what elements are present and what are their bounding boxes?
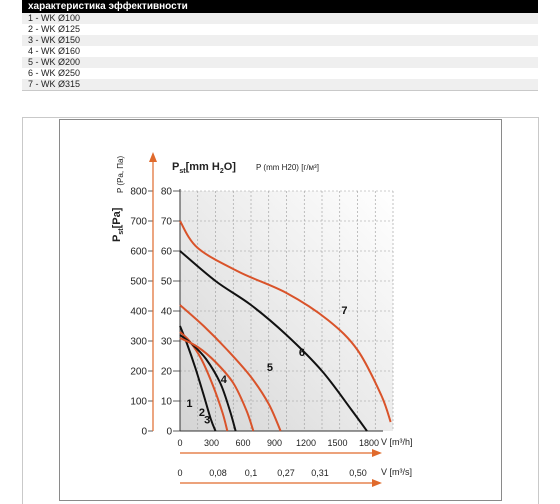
y-right-tick-label: 50 — [161, 277, 173, 288]
y-left-tick-label: 700 — [130, 217, 147, 228]
x2-tick-label: 0,27 — [277, 468, 295, 478]
y-right-tick-label: 10 — [161, 397, 173, 408]
left-axis-label-main: P — [111, 235, 123, 242]
spec-row: 7 - WK Ø315 — [22, 79, 538, 90]
y-left-tick-label: 400 — [130, 307, 147, 318]
x1-tick-label: 300 — [204, 438, 219, 448]
curve-label: 5 — [267, 362, 273, 374]
y-right-tick-label: 30 — [161, 337, 173, 348]
y-left-tick-label: 600 — [130, 247, 147, 258]
y-left-tick-label: 300 — [130, 337, 147, 348]
right-top-axis-label: P (mm H20) [г/м³] — [256, 163, 319, 172]
right-axis-label-sub: st — [179, 168, 186, 175]
x1-tick-label: 600 — [235, 438, 250, 448]
frame-right-border — [538, 117, 539, 504]
x1-tick-label: 1500 — [327, 438, 347, 448]
curve-label: 2 — [199, 407, 205, 419]
frame-top-border — [22, 117, 539, 118]
series-curve-5 — [179, 304, 282, 432]
series-curve-1 — [179, 325, 217, 432]
y-right-tick-label: 60 — [161, 247, 173, 258]
x1-tick-label: 1200 — [296, 438, 316, 448]
right-axis-label-tail: O] — [224, 161, 237, 173]
right-axis-label-main: P — [172, 161, 179, 173]
spec-list: 1 - WK Ø100 2 - WK Ø125 3 - WK Ø150 4 - WK … — [22, 13, 538, 90]
y-right-tick-label: 80 — [161, 187, 173, 198]
y-left-tick-label: 200 — [130, 367, 147, 378]
x2-tick-label: 0,08 — [209, 468, 227, 478]
x2-tick-label: 0 — [177, 468, 182, 478]
series-curve-6 — [179, 250, 368, 432]
y-left-tick-label: 0 — [141, 427, 147, 438]
right-axis-label: Pst[mm H2O] — [172, 161, 236, 175]
curve-label: 4 — [221, 374, 228, 386]
performance-header: характеристика эффективности — [22, 0, 538, 13]
curve-label: 6 — [299, 347, 305, 359]
spec-row: 5 - WK Ø200 — [22, 57, 538, 68]
y-left-tick-label: 500 — [130, 277, 147, 288]
x2-tick-label: 0,31 — [311, 468, 329, 478]
y-right-tick-label: 0 — [166, 427, 172, 438]
left-top-axis-label: P (Pa, Па) — [116, 155, 125, 193]
series-curve-7 — [179, 220, 392, 423]
frame-left-border — [22, 117, 23, 504]
x2-axis-label: V [m³/s] — [381, 467, 412, 477]
y-left-tick-label: 800 — [130, 187, 147, 198]
left-axis-label-unit: [Pa] — [111, 207, 123, 228]
x1-tick-label: 0 — [177, 438, 182, 448]
curve-label: 3 — [204, 415, 210, 427]
right-axis-label-unit: [mm H — [186, 161, 220, 173]
spec-row: 2 - WK Ø125 — [28, 24, 81, 34]
left-axis-label: Pst[Pa] — [111, 207, 125, 242]
y-right-tick-label: 20 — [161, 367, 173, 378]
x2-tick-label: 0,50 — [349, 468, 367, 478]
spec-row: 3 - WK Ø150 — [22, 35, 538, 46]
series-curve-4 — [179, 337, 255, 432]
curve-label: 7 — [341, 305, 347, 317]
series-curve-2 — [179, 331, 229, 432]
y-right-tick-label: 70 — [161, 217, 173, 228]
spec-row: 1 - WK Ø100 — [22, 13, 538, 24]
curve-label: 1 — [186, 398, 192, 410]
x1-axis-label: V [m³/h] — [381, 437, 413, 447]
y-left-tick-label: 100 — [130, 397, 147, 408]
spec-row: 4 - WK Ø160 — [28, 46, 81, 56]
x1-tick-label: 900 — [267, 438, 282, 448]
x2-axis-arrow — [372, 479, 382, 487]
x1-tick-label: 1800 — [359, 438, 379, 448]
x2-tick-label: 0,1 — [245, 468, 258, 478]
right-axis-label-sub2: 2 — [220, 168, 224, 175]
spec-row: 6 - WK Ø250 — [28, 68, 81, 78]
x1-axis-arrow — [372, 449, 382, 457]
left-axis-label-sub: st — [118, 228, 125, 235]
y-right-tick-label: 40 — [161, 307, 173, 318]
frame-divider — [22, 90, 538, 91]
y-left-axis-arrow — [149, 152, 157, 162]
